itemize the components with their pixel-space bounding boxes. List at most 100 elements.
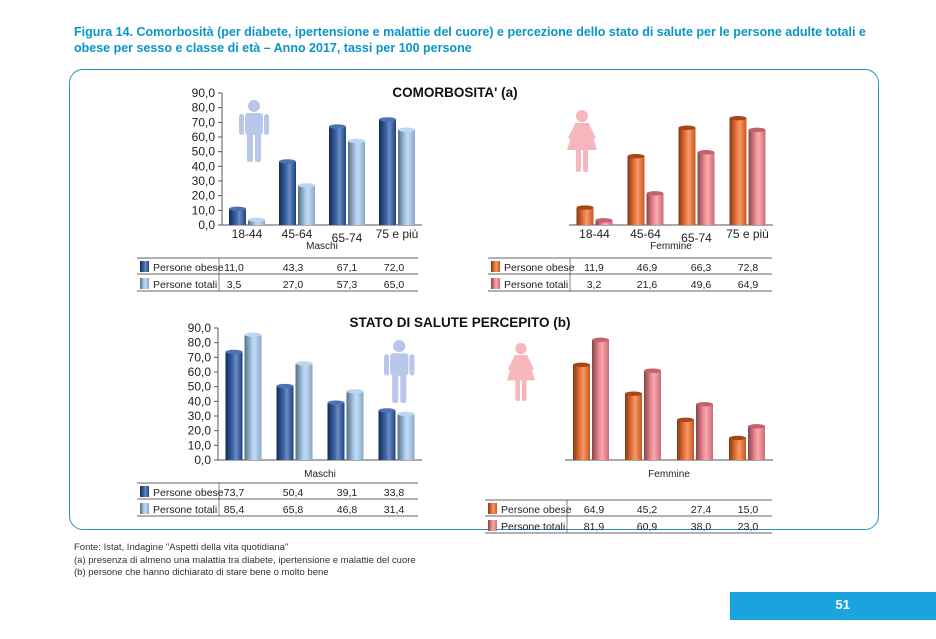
y-tick-label: 30,0 [188, 409, 212, 423]
y-tick-label: 90,0 [192, 86, 216, 100]
category-label: 65-74 [332, 231, 363, 245]
chart-4: Femmine Persone obese 64,9 45,2 27,4 15,0 Pers… [485, 337, 773, 534]
table-value: 85,4 [224, 504, 245, 516]
bar-top [677, 417, 694, 423]
bar-total [592, 339, 609, 460]
footnotes: Fonte: Istat, Indagine "Aspetti della vi… [74, 542, 416, 580]
y-tick-label: 90,0 [188, 321, 212, 335]
x-axis-label: Femmine [650, 241, 692, 252]
table-value: 27,4 [691, 504, 712, 516]
y-tick-label: 50,0 [188, 380, 212, 394]
bar-obese [378, 410, 396, 460]
bar-top [625, 391, 642, 396]
table-value: 3,2 [587, 279, 602, 291]
y-tick-label: 30,0 [192, 174, 216, 188]
bar-total [295, 363, 313, 460]
y-tick-label: 50,0 [192, 145, 216, 159]
bar-top [398, 127, 415, 132]
table-value: 33,8 [384, 487, 405, 499]
bar-obese [576, 207, 594, 225]
bar-top [696, 402, 713, 407]
bar-top [595, 218, 613, 223]
bar-total [398, 129, 415, 225]
bar-total [397, 413, 415, 460]
bar-total [248, 219, 265, 225]
male-icon [384, 340, 415, 403]
y-tick-label: 0,0 [198, 218, 215, 232]
page-number: 51 [835, 597, 850, 612]
table-value: 43,3 [283, 262, 304, 274]
legend-label: Persone obese [501, 504, 572, 516]
category-label: 65-74 [681, 231, 712, 245]
note-a: (a) presenza di almeno una malattia tra … [74, 554, 416, 566]
bar-top [573, 362, 590, 368]
category-label: 18-44 [232, 227, 263, 241]
y-tick-label: 10,0 [188, 438, 212, 452]
bar-top [729, 116, 747, 121]
bar-top [295, 361, 313, 366]
legend-swatch [488, 503, 497, 514]
bar-top [397, 411, 415, 417]
bar-top [244, 332, 262, 337]
bar-obese [229, 208, 246, 225]
bar-top [248, 217, 265, 223]
chart-title: COMORBOSITA' (a) [392, 85, 517, 100]
legend-label: Persone obese [153, 487, 224, 499]
table-value: 64,9 [738, 279, 759, 291]
y-tick-label: 80,0 [188, 336, 212, 350]
y-tick-label: 20,0 [188, 424, 212, 438]
bar-obese [276, 386, 294, 460]
bar-obese [225, 351, 243, 460]
y-tick-label: 80,0 [192, 101, 216, 115]
bar-top [298, 183, 315, 188]
bar-obese [678, 127, 696, 225]
table-value: 39,1 [337, 487, 358, 499]
bar-obese [279, 161, 296, 225]
table-value: 49,6 [691, 279, 712, 291]
legend-swatch [140, 261, 149, 272]
table-value: 15,0 [738, 504, 759, 516]
table-value: 31,4 [384, 504, 405, 516]
legend-swatch [491, 261, 500, 272]
x-axis-label: Maschi [304, 469, 336, 480]
bar-top [329, 124, 346, 129]
bar-obese [627, 156, 645, 225]
legend-swatch [140, 486, 149, 497]
table-value: 65,8 [283, 504, 304, 516]
chart-panel [69, 69, 879, 530]
category-label: 75 e più [376, 227, 419, 241]
bar-top [279, 159, 296, 164]
bar-top [646, 191, 664, 196]
bar-obese [729, 118, 747, 225]
bar-total [697, 152, 715, 225]
table-value: 38,0 [691, 521, 712, 533]
x-axis-label: Femmine [648, 469, 690, 480]
y-tick-label: 40,0 [192, 159, 216, 173]
table-value: 45,2 [637, 504, 658, 516]
bar-total [348, 140, 365, 225]
legend-swatch [140, 503, 149, 514]
table-value: 72,8 [738, 262, 759, 274]
table-value: 27,0 [283, 279, 304, 291]
bar-total [646, 193, 664, 225]
y-tick-label: 0,0 [194, 453, 211, 467]
bar-top [592, 337, 609, 343]
legend-label: Persone totali [501, 521, 565, 533]
chart-1: 0,010,020,030,040,050,060,070,080,090,0 1… [137, 85, 518, 292]
bar-total [644, 370, 661, 460]
y-tick-label: 10,0 [192, 203, 216, 217]
bar-top [748, 127, 766, 133]
legend-label: Persone totali [153, 279, 217, 291]
table-value: 11,9 [584, 262, 604, 274]
legend-swatch [140, 278, 149, 289]
bar-total [696, 404, 713, 460]
figure-title: Figura 14. Comorbosità (per diabete, ipe… [74, 25, 866, 55]
table-value: 66,3 [691, 262, 712, 274]
bar-obese [327, 402, 345, 460]
table-value: 46,8 [337, 504, 358, 516]
bar-top [327, 400, 345, 405]
table-value: 50,4 [283, 487, 304, 499]
category-label: 45-64 [282, 227, 313, 241]
bar-total [298, 185, 315, 225]
table-value: 11,0 [224, 262, 244, 274]
